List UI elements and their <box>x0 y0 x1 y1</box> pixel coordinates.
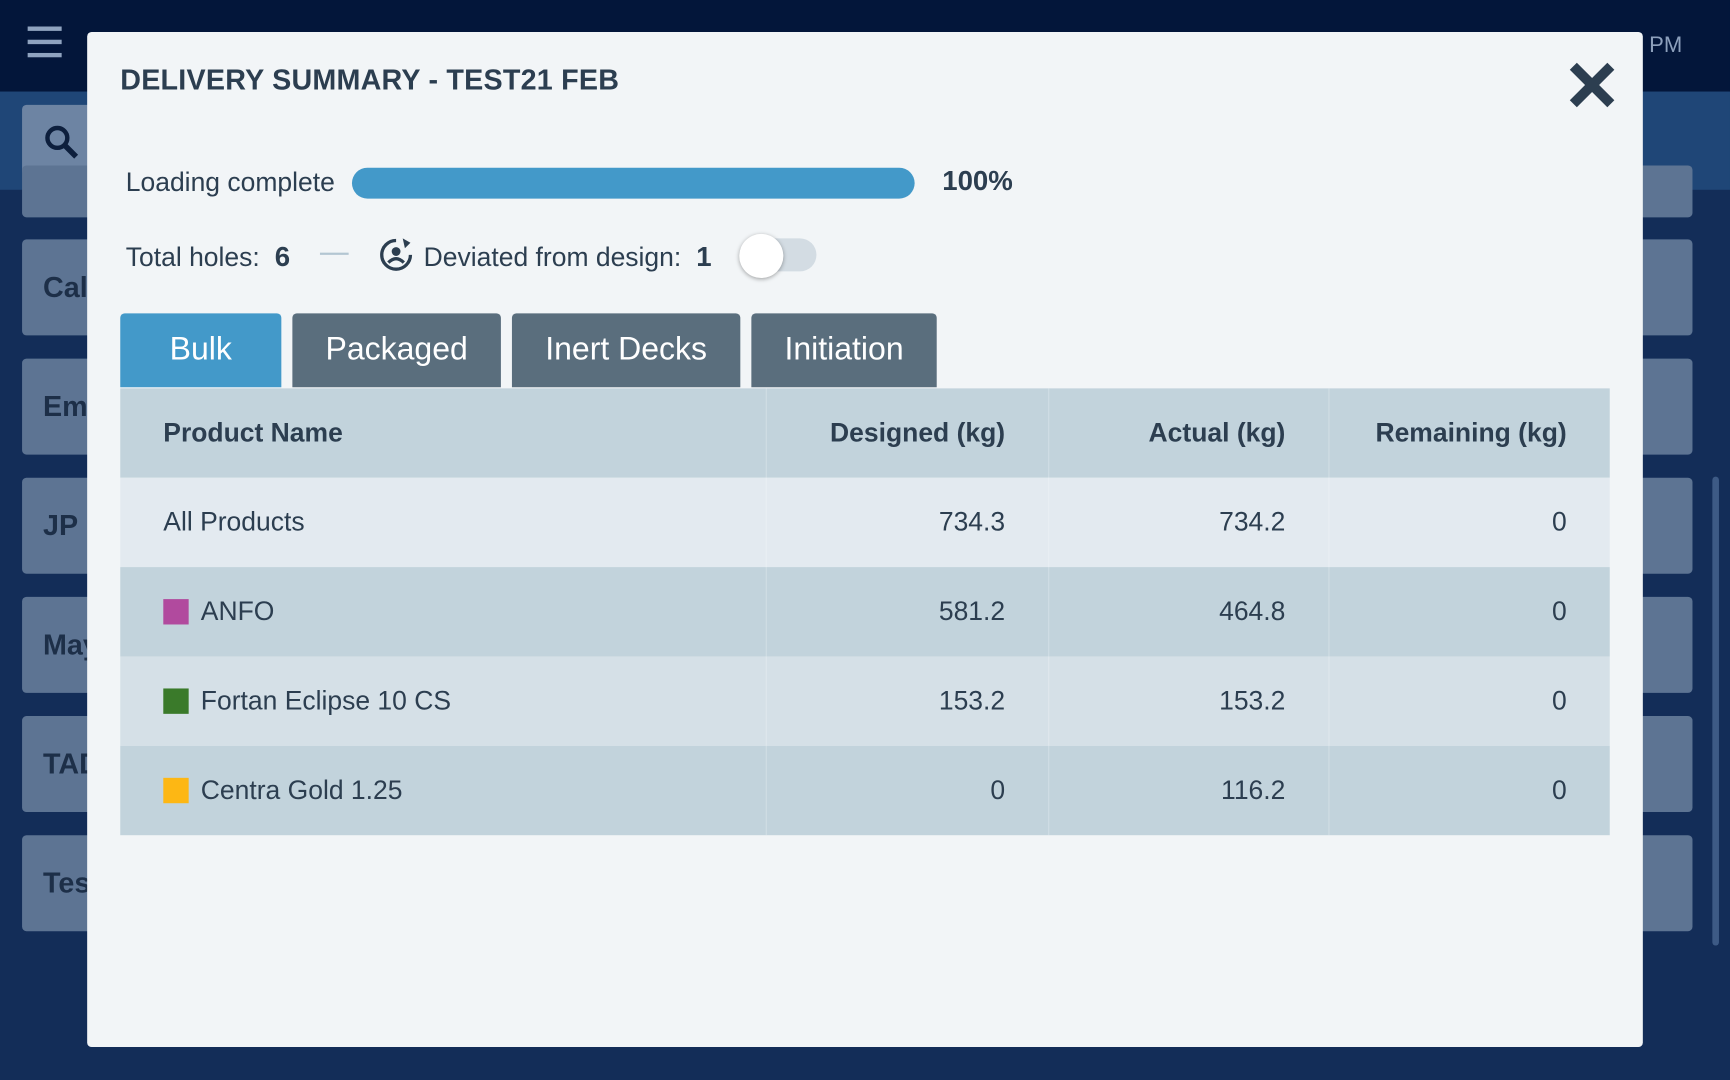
color-swatch <box>163 599 189 625</box>
quantity: 116.2 <box>1221 775 1286 805</box>
quantity: 0 <box>1551 775 1567 805</box>
column-header: Product Name <box>163 417 343 448</box>
table-cell: ANFO <box>120 567 765 656</box>
color-swatch <box>163 688 189 714</box>
product-name: ANFO <box>200 596 275 627</box>
separator <box>319 252 349 255</box>
table-cell: Fortan Eclipse 10 CS <box>120 656 765 745</box>
quantity: 734.2 <box>1219 506 1286 537</box>
quantity: 0 <box>990 775 1006 805</box>
table-cell: 0 <box>1328 567 1609 657</box>
close-button[interactable] <box>1568 61 1617 110</box>
table-row: ANFO 581.2 464.8 0 <box>120 567 1610 657</box>
table-cell: 0 <box>1328 477 1609 568</box>
holes-value: 6 <box>274 241 291 273</box>
table-cell: 581.2 <box>765 567 1048 657</box>
scrollbar <box>1712 476 1719 946</box>
dialog: DELIVERY SUMMARY - TEST21 FEB Loading co… <box>87 31 1643 1048</box>
table-row: Fortan Eclipse 10 CS 153.2 153.2 0 <box>120 656 1610 746</box>
column-header: Remaining (kg) <box>1328 388 1609 478</box>
table-cell: 0 <box>1328 745 1609 836</box>
progress-bar <box>351 167 915 199</box>
list-card-label: Cal <box>43 270 88 304</box>
table-cell: All Products <box>120 478 765 567</box>
table-cell: 116.2 <box>1048 745 1328 836</box>
dialog-title: DELIVERY SUMMARY - TEST21 FEB <box>120 62 620 96</box>
quantity: 0 <box>1551 596 1567 627</box>
product-name: All Products <box>163 506 305 537</box>
quantity: 464.8 <box>1219 596 1286 627</box>
quantity: 153.2 <box>938 685 1006 716</box>
quantity: 0 <box>1551 685 1567 716</box>
product-name: Fortan Eclipse 10 CS <box>200 685 452 716</box>
table-cell: 153.2 <box>1048 656 1328 746</box>
quantity: 734.3 <box>938 506 1006 537</box>
quantity: 153.2 <box>1219 685 1286 716</box>
column-header: Actual (kg) <box>1048 388 1328 478</box>
table-cell: 734.3 <box>765 477 1048 568</box>
color-swatch <box>163 777 189 804</box>
quantity: 581.2 <box>938 596 1006 627</box>
tab[interactable]: Bulk <box>120 313 282 388</box>
deviated-value: 1 <box>696 241 712 273</box>
table-header: Product Name Designed (kg) Actual (kg) Rema… <box>120 388 1610 478</box>
progress-value: 100% <box>942 165 1013 197</box>
table: Product Name Designed (kg) Actual (kg) Rema… <box>120 388 1610 836</box>
deviation-icon <box>380 238 413 271</box>
table-cell: 734.2 <box>1048 477 1328 568</box>
progress-label: Loading complete <box>125 167 335 198</box>
table-cell: 153.2 <box>765 656 1048 746</box>
tab[interactable]: Initiation <box>751 313 937 388</box>
quantity: 0 <box>1551 506 1567 537</box>
holes-label: Total holes: <box>125 242 260 273</box>
tab[interactable]: Packaged <box>292 313 501 388</box>
table-cell: 464.8 <box>1048 567 1328 657</box>
toggle-knob[interactable] <box>739 233 784 279</box>
list-card-label: Tes <box>43 866 91 900</box>
column-header: Designed (kg) <box>765 388 1048 478</box>
product-name: Centra Gold 1.25 <box>200 775 403 805</box>
table-row: All Products 734.3 734.2 0 <box>120 477 1610 568</box>
table-cell: 0 <box>765 745 1048 836</box>
tab[interactable]: Inert Decks <box>511 313 741 388</box>
deviated-label: Deviated from design: <box>423 242 682 273</box>
table-row: Centra Gold 1.25 0 116.2 0 <box>120 745 1610 836</box>
menu-button[interactable] <box>27 26 62 58</box>
table-cell: Centra Gold 1.25 <box>120 746 765 835</box>
table-cell: 0 <box>1328 656 1609 746</box>
list-card-label: JP <box>43 508 79 542</box>
